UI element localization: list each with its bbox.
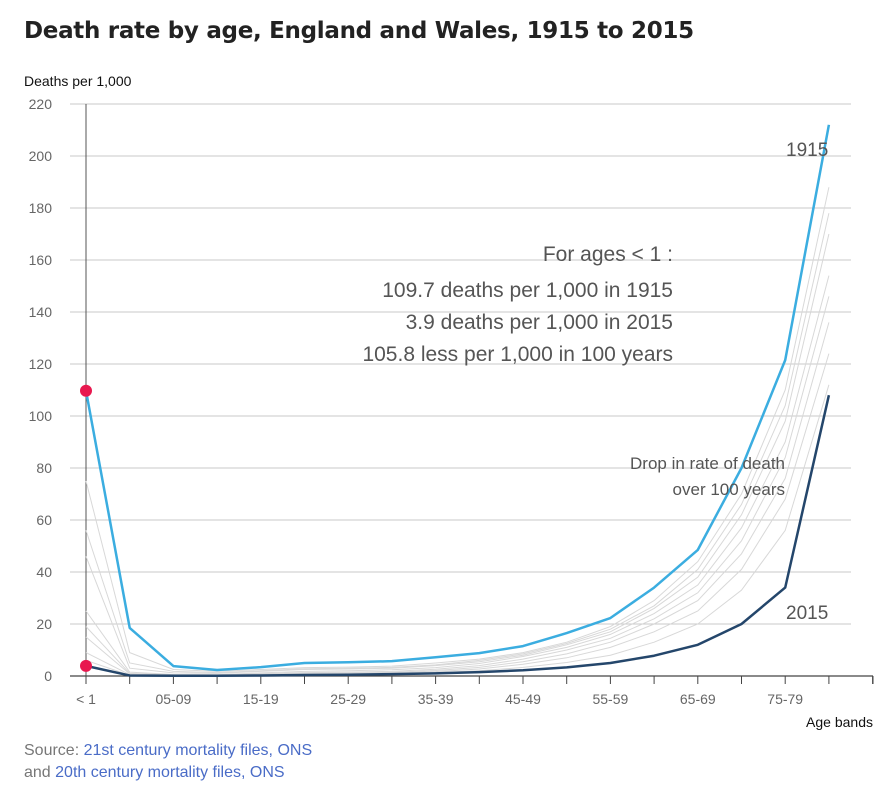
y-tick-label: 100 [29,408,53,424]
annotation-line1: 109.7 deaths per 1,000 in 1915 [382,279,673,302]
source-line-1: Source: 21st century mortality files, ON… [24,742,312,760]
y-tick-label: 60 [36,512,52,528]
annotation-line3: 105.8 less per 1,000 in 100 years [362,343,673,366]
annotation-drop-2: over 100 years [673,480,785,499]
y-axis-label: Deaths per 1,000 [24,73,132,89]
y-tick-label: 120 [29,356,53,372]
series-label-2015: 2015 [786,603,828,624]
intermediate-year-line [85,233,830,674]
x-tick-label: 05-09 [155,691,191,707]
y-tick-label: 160 [29,252,53,268]
y-tick-label: 180 [29,200,53,216]
x-tick-label: 25-29 [330,691,366,707]
intermediate-year-line [85,275,830,676]
intermediate-year-line [85,187,830,672]
y-tick-label: 80 [36,460,52,476]
x-tick-label: 65-69 [680,691,716,707]
series-label-1915: 1915 [786,140,828,161]
intermediate-year-line [85,213,830,674]
x-tick-label: < 1 [76,691,96,707]
source-link-21st-century[interactable]: 21st century mortality files, ONS [83,742,313,759]
series-line-1915 [84,124,831,672]
annotation-drop-1: Drop in rate of death [630,454,785,473]
series-line-2015 [85,394,831,677]
x-tick-label: 15-19 [243,691,279,707]
intermediate-year-line [85,384,830,676]
x-tick-label: 75-79 [767,691,803,707]
y-tick-label: 20 [36,616,52,632]
source-prefix: Source: [24,742,80,759]
highlight-point-2015 [80,659,92,672]
y-tick-label: 40 [36,564,52,580]
x-axis-label: Age bands [806,714,873,730]
x-tick-label: 55-59 [592,691,628,707]
y-tick-label: 0 [44,668,52,684]
source-link-20th-century[interactable]: 20th century mortality files, ONS [55,764,285,781]
annotation-heading: For ages < 1 : [543,243,673,266]
chart-title: Death rate by age, England and Wales, 19… [24,18,694,44]
y-tick-label: 200 [29,148,53,164]
x-tick-label: 45-49 [505,691,541,707]
y-tick-label: 140 [29,304,53,320]
x-tick-label: 35-39 [418,691,454,707]
source-line-2: and 20th century mortality files, ONS [24,764,285,782]
source-and: and [24,764,51,781]
highlight-point-1915 [80,384,92,397]
y-tick-label: 220 [29,96,53,112]
annotation-line2: 3.9 deaths per 1,000 in 2015 [406,311,673,334]
